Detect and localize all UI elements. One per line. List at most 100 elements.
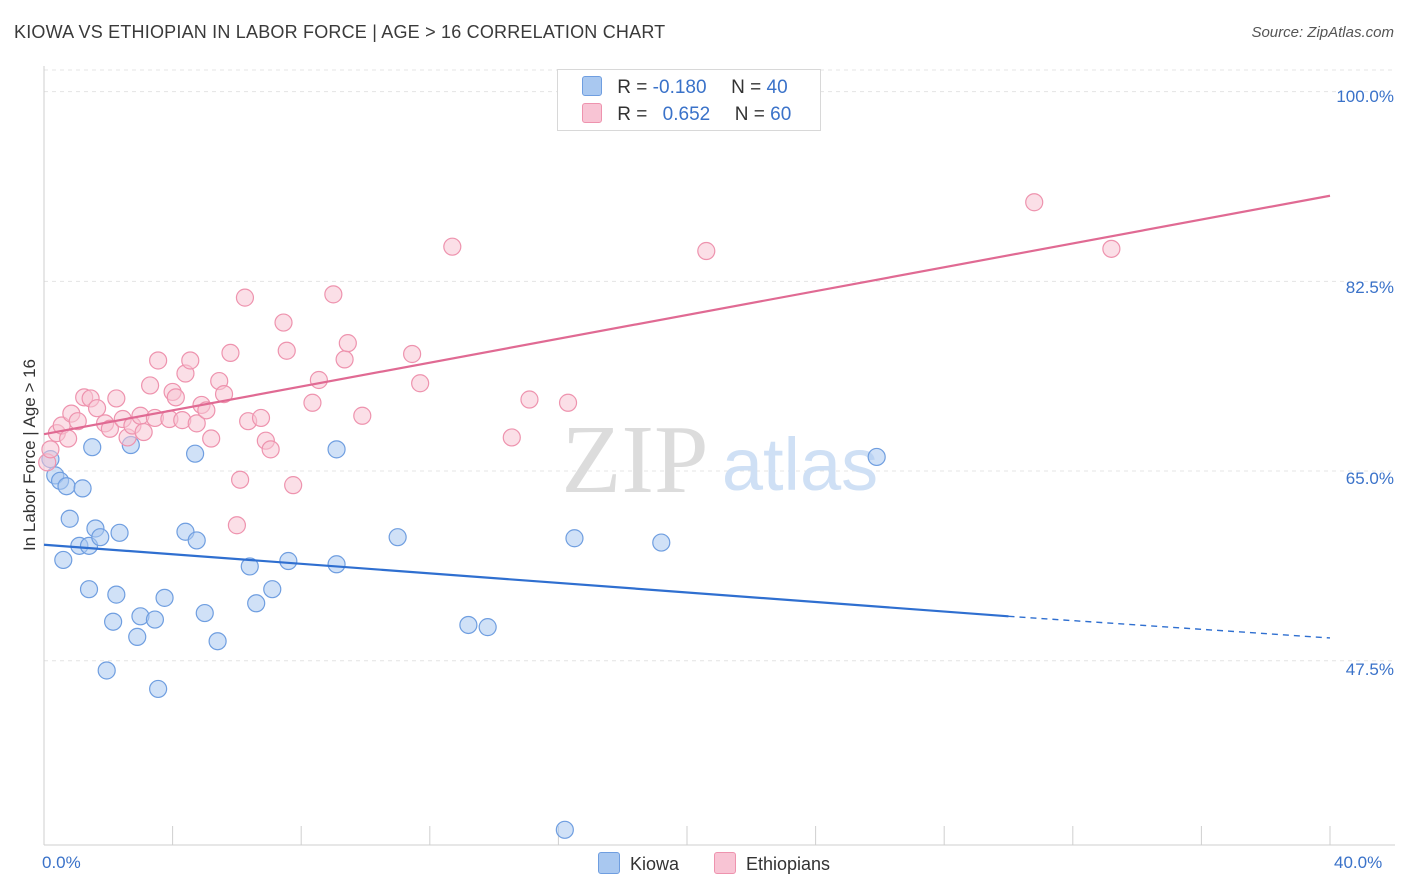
ethiopians-point-54 [520, 390, 539, 409]
kiowa-point-39 [867, 447, 886, 467]
correlation-legend: R = -0.180 N = 40 R = 0.652 N = 60 [557, 69, 821, 131]
ethiopians-point-11 [100, 419, 120, 438]
kiowa-n-value: 40 [766, 77, 788, 98]
bottom-legend-kiowa: Kiowa [598, 852, 679, 875]
kiowa-legend-swatch [598, 852, 620, 874]
ethiopians-n-value: 60 [770, 104, 792, 125]
kiowa-point-30 [247, 594, 266, 613]
axes [43, 66, 1395, 846]
ethiopians-point-49 [353, 406, 372, 425]
ethiopians-r-value: 0.652 [662, 104, 711, 125]
kiowa-point-15 [104, 612, 123, 631]
ethiopians-point-27 [187, 414, 206, 433]
ethiopians-point-4 [59, 429, 78, 448]
data-points [38, 193, 1121, 839]
ethiopians-point-40 [261, 440, 280, 459]
kiowa-point-13 [79, 580, 99, 599]
kiowa-point-18 [155, 588, 174, 607]
ethiopians-point-26 [181, 351, 200, 370]
bottom-legend-ethiopians: Ethiopians [714, 852, 830, 875]
chart-title: KIOWA VS ETHIOPIAN IN LABOR FORCE | AGE … [14, 22, 666, 42]
kiowa-swatch [582, 76, 602, 96]
kiowa-point-40 [555, 820, 574, 839]
ethiopians-point-51 [411, 374, 430, 393]
ethiopians-point-38 [251, 408, 271, 428]
y-tick-65: 65.0% [1345, 469, 1394, 488]
kiowa-point-27 [186, 444, 205, 463]
watermark-zip: ZIP [562, 406, 709, 514]
kiowa-point-5 [60, 509, 79, 528]
kiowa-point-21 [149, 679, 168, 699]
kiowa-point-35 [459, 615, 478, 635]
ethiopians-point-1 [41, 440, 60, 459]
kiowa-point-38 [652, 533, 671, 552]
ethiopians-point-6 [68, 412, 87, 431]
source-note: Source: ZipAtlas.com [1251, 24, 1394, 41]
ethiopians-point-33 [221, 343, 240, 363]
watermark-atlas: atlas [722, 423, 878, 506]
y-tick-100: 100.0% [1336, 87, 1394, 106]
kiowa-point-34 [388, 528, 407, 547]
y-tick-47-5: 47.5% [1345, 660, 1394, 679]
kiowa-point-28 [240, 557, 259, 576]
ethiopians-point-43 [284, 476, 303, 495]
legend-row-ethiopians: R = 0.652 N = 60 [582, 103, 791, 126]
ethiopians-point-17 [134, 422, 153, 442]
kiowa-point-31 [263, 580, 282, 599]
ethiopians-swatch [582, 103, 602, 123]
x-tick-min: 0.0% [42, 853, 81, 872]
kiowa-point-36 [478, 618, 497, 637]
kiowa-point-33 [327, 555, 346, 574]
ethiopians-point-52 [443, 237, 462, 256]
ethiopians-point-9 [87, 399, 107, 418]
ethiopians-point-46 [324, 285, 343, 304]
ethiopians-point-30 [202, 429, 221, 448]
ethiopians-point-20 [149, 351, 168, 370]
kiowa-point-29 [279, 551, 298, 571]
legend-row-kiowa: R = -0.180 N = 40 [582, 76, 788, 99]
kiowa-point-14 [107, 585, 126, 604]
kiowa-trend-extension [1008, 615, 1331, 639]
y-tick-82-5: 82.5% [1345, 278, 1394, 297]
kiowa-point-23 [187, 531, 206, 550]
ethiopians-point-44 [303, 393, 322, 412]
kiowa-trend-line [43, 543, 1009, 618]
ethiopians-point-57 [1025, 193, 1044, 212]
ethiopians-point-18 [140, 376, 160, 395]
kiowa-point-3 [57, 477, 76, 496]
ethiopians-point-12 [107, 389, 126, 408]
trend-lines [43, 194, 1331, 639]
ethiopians-point-41 [274, 313, 293, 332]
ethiopians-point-58 [1102, 239, 1121, 258]
ethiopians-point-32 [214, 384, 234, 404]
ethiopians-point-56 [697, 241, 716, 261]
kiowa-point-10 [91, 528, 110, 547]
ethiopians-point-45 [309, 370, 328, 390]
ethiopians-point-34 [227, 516, 246, 535]
kiowa-point-25 [208, 632, 227, 651]
kiowa-point-12 [54, 550, 73, 570]
ethiopians-point-29 [197, 401, 216, 420]
kiowa-point-19 [145, 610, 165, 629]
kiowa-point-20 [97, 661, 116, 680]
ethiopians-trend-line [43, 194, 1331, 436]
kiowa-point-17 [128, 627, 147, 646]
kiowa-point-6 [83, 438, 102, 457]
ethiopians-point-23 [166, 388, 185, 407]
ethiopians-point-53 [502, 428, 521, 447]
watermark: ZIP atlas [562, 406, 879, 514]
ethiopians-point-55 [558, 393, 578, 412]
ethiopians-legend-swatch [714, 852, 736, 874]
kiowa-point-11 [110, 523, 129, 542]
ethiopians-point-48 [338, 334, 357, 353]
ethiopians-point-36 [235, 288, 255, 307]
kiowa-point-24 [195, 603, 214, 623]
ethiopians-point-50 [403, 344, 422, 364]
ethiopians-point-42 [277, 341, 296, 360]
kiowa-point-37 [565, 529, 584, 548]
kiowa-point-4 [73, 479, 92, 498]
kiowa-r-value: -0.180 [652, 77, 707, 98]
x-tick-max: 40.0% [1334, 853, 1383, 872]
kiowa-point-32 [327, 440, 346, 459]
